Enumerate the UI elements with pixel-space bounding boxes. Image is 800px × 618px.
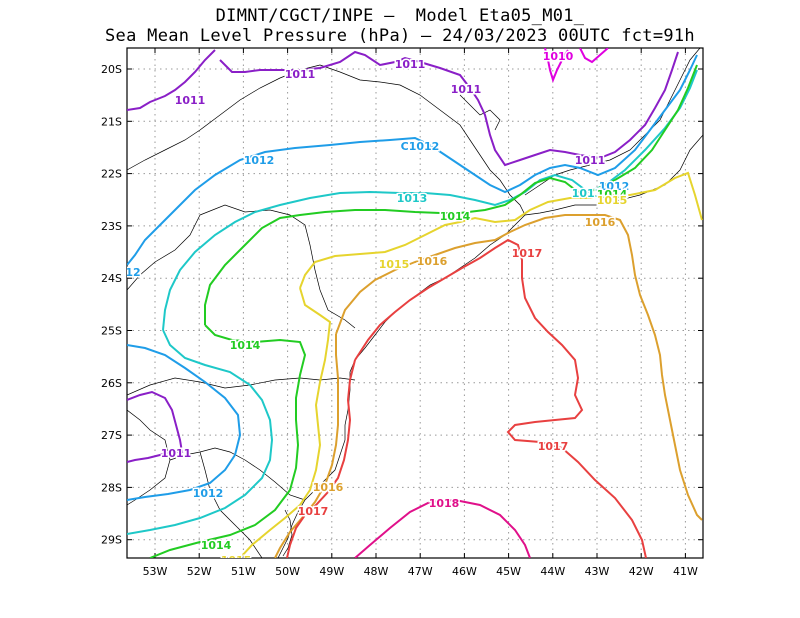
lon-label: 45W (496, 565, 521, 578)
isobar-label-1011: 1011 (395, 58, 426, 71)
isobar-1015 (299, 171, 703, 289)
lon-label: 51W (231, 565, 256, 578)
country-border-argentina (127, 409, 171, 506)
lon-label: 41W (673, 565, 698, 578)
isobar-1014 (204, 64, 698, 325)
isobar-1017 (354, 238, 647, 558)
isobar-label-1014: 1014 (230, 339, 261, 352)
isobar-label-1018: 1018 (429, 497, 460, 510)
longitude-labels: 53W 52W 51W 50W 49W 48W 47W 46W 45W 44W 43W 42W 41W (143, 565, 698, 578)
state-border-sp-pr (199, 204, 356, 329)
lat-label: 23S (101, 220, 122, 233)
isobar-label-1011: 1011 (451, 83, 482, 96)
lat-label: 24S (101, 272, 122, 285)
chart-title: DIMNT/CGCT/INPE – Model Eta05_M01_ (215, 6, 585, 26)
lon-label: 43W (585, 565, 610, 578)
lat-label: 28S (101, 481, 122, 494)
isobar-1010 (544, 48, 609, 84)
lat-label: 26S (101, 377, 122, 390)
lon-label: 53W (143, 565, 168, 578)
isobar-label-1012: 12 (125, 266, 140, 279)
lat-label: 20S (101, 63, 122, 76)
isobar-label-1011: 1011 (575, 154, 606, 167)
isobar-1012 (127, 54, 698, 266)
isobar-label-1011: 1011 (175, 94, 206, 107)
isobar-label-1015: 1015 (597, 194, 628, 207)
map-frame (126, 47, 704, 559)
isobar-label-1012: C1012 (401, 140, 440, 153)
lon-label: 46W (452, 565, 477, 578)
state-border-mg-sp (319, 64, 526, 216)
isobar-label-1015: 1015 (221, 554, 252, 567)
lon-label: 42W (629, 565, 654, 578)
isobar-1013-south (127, 329, 274, 535)
axis-ticks (127, 48, 703, 558)
isobar-1016-south (274, 334, 339, 558)
isobar-label-1017: 1017 (538, 440, 569, 453)
lon-label: 48W (364, 565, 389, 578)
isobar-1011 (127, 49, 679, 167)
isobar-label-1012: 1012 (599, 180, 630, 193)
lon-label: 44W (540, 565, 565, 578)
isobars (127, 48, 703, 558)
isobar-label-1014: 1014 (201, 539, 232, 552)
lon-label: 47W (408, 565, 433, 578)
lagoon-outline (282, 509, 293, 557)
isobar-label-1012: 1012 (244, 154, 275, 167)
contour-labels: 1010 1011 1011 1011 1011 1011 1011 1012 C1012 101… (125, 49, 631, 567)
isobar-label-1012: 1012 (193, 487, 224, 500)
lon-label: 49W (319, 565, 344, 578)
isobar-label-1013: 1013 (397, 192, 428, 205)
isobar-1011-south (127, 390, 184, 463)
lat-label: 25S (101, 325, 122, 338)
isobar-label-1011: 1011 (285, 68, 316, 81)
isobar-1017-south (286, 359, 356, 558)
chart-subtitle: Sea Mean Level Pressure (hPa) – 24/03/20… (105, 26, 695, 46)
isobar-1015-south (239, 287, 332, 558)
lat-label: 22S (101, 168, 122, 181)
lat-label: 29S (101, 534, 122, 547)
latitude-labels: 20S 21S 22S 23S 24S 25S 26S 27S 28S 29S (101, 63, 122, 547)
bay-outline (459, 94, 501, 131)
isobar-label-1017: 1017 (512, 247, 543, 260)
isobar-label-1014: 1014 (440, 210, 471, 223)
isobar-label-1016: 1016 (417, 255, 448, 268)
isobar-label-1013: 1013 (572, 187, 603, 200)
isobar-label-1016: 1016 (585, 216, 616, 229)
isobar-label-1017: 1017 (298, 505, 329, 518)
isobar-1016 (335, 214, 703, 521)
gridlines (127, 48, 703, 558)
state-border-ms-sp (127, 64, 321, 171)
lat-label: 21S (101, 115, 122, 128)
lon-label: 52W (187, 565, 212, 578)
isobar-label-1015: 1015 (379, 258, 410, 271)
state-border-sc-rs (169, 447, 306, 501)
lon-label: 50W (275, 565, 300, 578)
isobar-label-1016: 1016 (313, 481, 344, 494)
lat-label: 27S (101, 429, 122, 442)
isobar-1013 (162, 69, 698, 331)
isobar-label-1011: 1011 (161, 447, 192, 460)
isobar-1018 (354, 498, 531, 558)
isobar-label-1014: 1014 (597, 188, 628, 201)
country-border-paraguay (127, 214, 201, 291)
isobar-label-1010: 1010 (543, 50, 574, 63)
isobar-1014-south (149, 324, 307, 558)
isobar-1012-south (127, 344, 242, 501)
